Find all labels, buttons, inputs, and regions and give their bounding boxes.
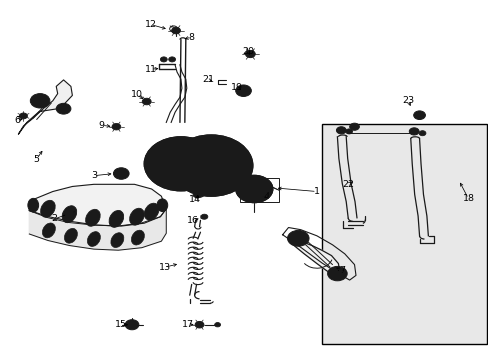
Text: 9: 9 [99, 121, 104, 130]
Ellipse shape [88, 212, 97, 223]
Circle shape [160, 57, 167, 62]
Circle shape [125, 320, 139, 330]
Polygon shape [290, 239, 339, 275]
Text: 12: 12 [144, 20, 156, 29]
Ellipse shape [41, 201, 55, 217]
Ellipse shape [62, 206, 77, 222]
Text: 8: 8 [188, 32, 194, 41]
Circle shape [142, 98, 151, 105]
Circle shape [418, 131, 425, 136]
Circle shape [56, 103, 71, 114]
Polygon shape [19, 80, 72, 134]
Circle shape [144, 137, 217, 191]
Text: 14: 14 [188, 195, 200, 204]
Text: 4: 4 [263, 192, 269, 201]
Text: 10: 10 [131, 90, 142, 99]
Text: 6: 6 [14, 116, 20, 125]
Ellipse shape [131, 230, 144, 245]
Circle shape [112, 123, 121, 130]
Circle shape [349, 123, 359, 130]
Ellipse shape [193, 190, 205, 198]
Ellipse shape [132, 211, 141, 222]
Ellipse shape [65, 209, 74, 220]
Circle shape [20, 113, 27, 119]
Circle shape [170, 156, 191, 172]
Text: 21: 21 [202, 76, 213, 85]
Circle shape [327, 266, 346, 281]
Text: 23: 23 [402, 96, 413, 105]
Text: 15: 15 [115, 320, 127, 329]
Circle shape [169, 135, 252, 196]
Circle shape [235, 175, 272, 203]
Circle shape [245, 50, 255, 58]
Circle shape [345, 129, 352, 134]
Circle shape [168, 57, 175, 62]
Text: 22: 22 [342, 180, 353, 189]
Polygon shape [29, 209, 166, 250]
Circle shape [30, 94, 50, 108]
Text: 11: 11 [144, 65, 156, 74]
Ellipse shape [109, 211, 123, 227]
Ellipse shape [42, 223, 55, 238]
Ellipse shape [111, 233, 123, 248]
Circle shape [195, 321, 203, 328]
Circle shape [240, 179, 267, 199]
Circle shape [196, 155, 225, 176]
Circle shape [336, 127, 346, 134]
Polygon shape [29, 184, 166, 226]
Bar [321, 124, 486, 344]
Circle shape [178, 141, 244, 190]
Ellipse shape [157, 199, 167, 211]
Circle shape [235, 85, 251, 96]
Ellipse shape [43, 203, 52, 214]
Circle shape [171, 27, 180, 34]
Circle shape [152, 143, 209, 185]
Text: 7: 7 [339, 266, 345, 275]
Ellipse shape [87, 231, 100, 247]
Text: 20: 20 [242, 46, 254, 55]
Ellipse shape [28, 198, 39, 212]
Ellipse shape [129, 208, 144, 225]
Text: 19: 19 [231, 83, 243, 91]
Bar [239, 178, 278, 202]
Circle shape [214, 323, 220, 327]
Circle shape [408, 128, 418, 135]
Text: 1: 1 [313, 187, 319, 196]
Ellipse shape [85, 210, 100, 226]
Circle shape [113, 168, 129, 179]
Text: 17: 17 [182, 320, 194, 329]
Text: 2: 2 [52, 214, 58, 223]
Circle shape [287, 230, 308, 246]
Text: 18: 18 [462, 194, 473, 203]
Text: 13: 13 [159, 263, 171, 271]
Ellipse shape [112, 213, 121, 224]
Circle shape [413, 111, 425, 120]
Text: 3: 3 [91, 171, 97, 180]
Text: 16: 16 [187, 216, 199, 225]
Ellipse shape [64, 228, 77, 243]
Ellipse shape [147, 206, 156, 217]
Circle shape [201, 214, 207, 219]
Ellipse shape [144, 203, 159, 220]
Text: 5: 5 [34, 154, 40, 163]
